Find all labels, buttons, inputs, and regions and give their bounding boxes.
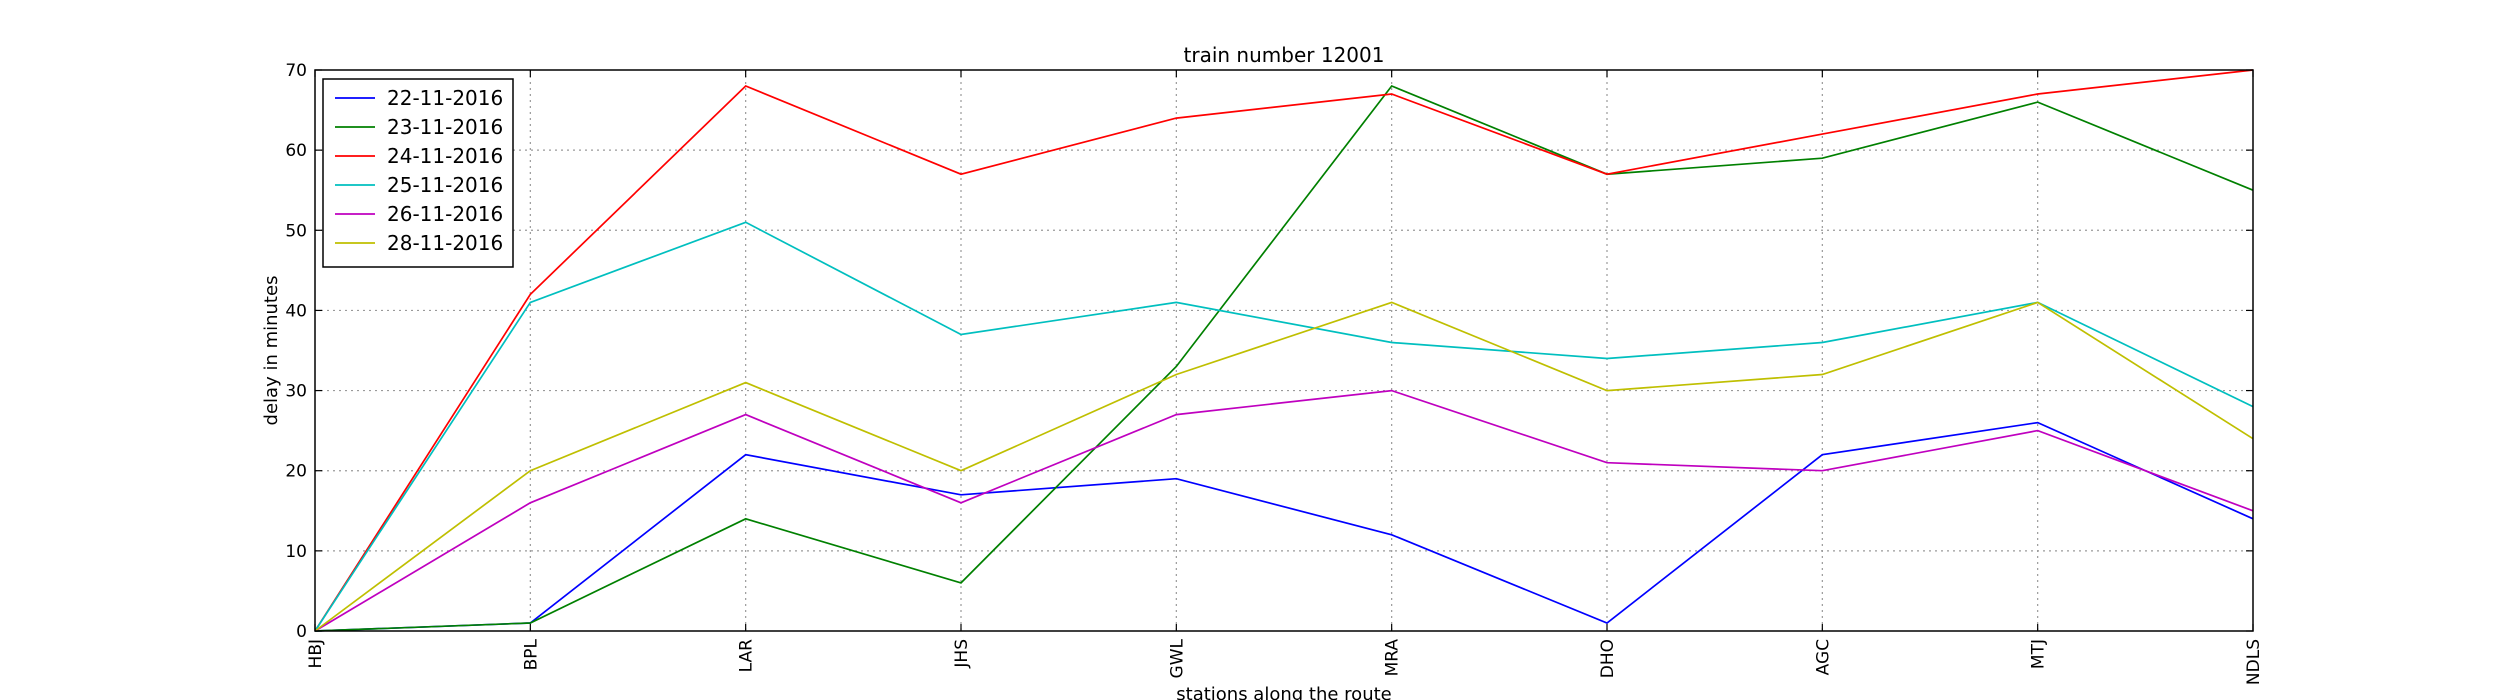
- legend-label: 28-11-2016: [387, 231, 503, 255]
- legend-label: 23-11-2016: [387, 115, 503, 139]
- y-axis-ticks: 0 10 20 30 40 50 60 70: [285, 61, 2253, 642]
- y-tick-label: 30: [285, 382, 307, 402]
- legend-label: 24-11-2016: [387, 144, 503, 168]
- x-tick-label: BPL: [521, 638, 541, 670]
- series-line: [314, 69, 2254, 632]
- legend-box: [322, 78, 514, 268]
- legend-label: 25-11-2016: [387, 173, 503, 197]
- x-tick-label: DHO: [1598, 639, 1618, 678]
- x-axis-label: stations along the route: [1176, 684, 1391, 700]
- series-layer: [314, 69, 2254, 632]
- y-tick-label: 60: [285, 141, 307, 161]
- legend-label: 22-11-2016: [387, 86, 503, 110]
- x-tick-label: MRA: [1383, 639, 1403, 677]
- y-axis-label: delay in minutes: [261, 276, 282, 426]
- y-tick-label: 50: [285, 221, 307, 241]
- y-tick-label: 40: [285, 301, 307, 321]
- plot-frame: [314, 69, 2254, 632]
- grid-layer: [315, 70, 2253, 631]
- series-line: [314, 301, 2254, 632]
- x-tick-label: LAR: [737, 639, 757, 672]
- legend-label: 26-11-2016: [387, 202, 503, 226]
- series-line: [314, 389, 2254, 632]
- legend: 22-11-2016 23-11-2016 24-11-2016 25-11-2016…: [322, 78, 514, 268]
- x-tick-label: NDLS: [2244, 639, 2264, 685]
- x-tick-label: GWL: [1167, 638, 1187, 678]
- series-line: [314, 421, 2254, 632]
- x-tick-label: HBJ: [306, 639, 326, 668]
- x-axis-ticks: HBJ BPL LAR JHS GWL MRA DHO AGC MTJ NDLS: [306, 70, 2264, 685]
- x-tick-label: AGC: [1813, 639, 1833, 675]
- series-line: [314, 221, 2254, 632]
- y-tick-label: 20: [285, 462, 307, 482]
- x-tick-label: MTJ: [2029, 639, 2049, 669]
- y-tick-label: 10: [285, 542, 307, 562]
- chart-title: train number 12001: [1184, 43, 1385, 67]
- y-tick-label: 70: [285, 61, 307, 81]
- y-tick-label: 0: [296, 622, 307, 642]
- series-line: [314, 84, 2254, 632]
- x-tick-label: JHS: [952, 639, 972, 669]
